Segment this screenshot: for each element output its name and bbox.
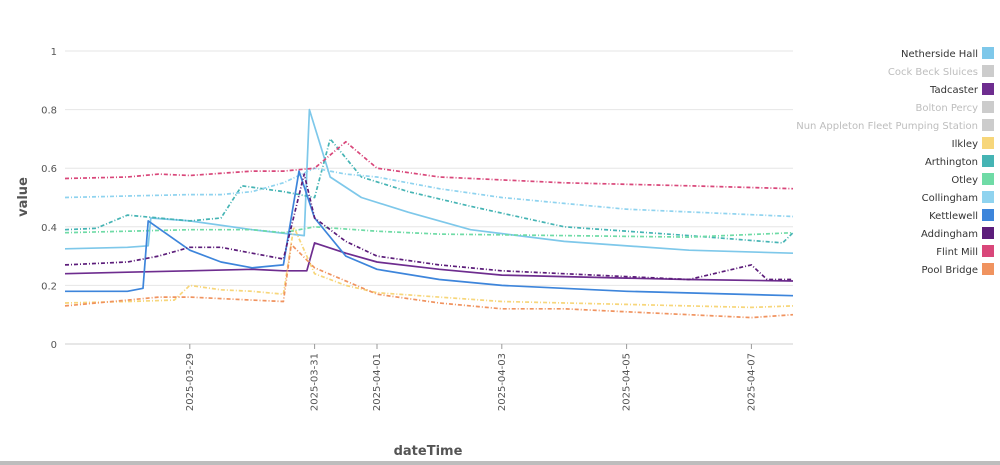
y-tick-label: 0.6	[41, 164, 57, 175]
series-line	[64, 140, 794, 190]
legend-label: Tadcaster	[929, 85, 979, 96]
series-line	[64, 138, 794, 244]
legend-swatch	[982, 245, 994, 257]
legend-swatch	[982, 137, 994, 149]
gridlines	[65, 50, 793, 345]
x-axis-label: dateTime	[394, 444, 463, 459]
legend-label: Addingham	[921, 229, 978, 240]
series-line	[64, 225, 794, 238]
legend-label: Otley	[951, 175, 978, 186]
legend-item[interactable]: Arthington	[925, 155, 994, 168]
legend-swatch	[982, 227, 994, 239]
y-axis: 0 0.2 0.4 0.6 0.8 1	[41, 47, 57, 351]
series-line	[64, 108, 794, 255]
bottom-divider	[0, 461, 1000, 465]
legend-swatch	[982, 65, 994, 77]
y-tick-label: 0.4	[41, 223, 57, 234]
legend-label: Flint Mill	[936, 247, 978, 258]
legend-label: Arthington	[925, 157, 978, 168]
legend-item[interactable]: Nun Appleton Fleet Pumping Station	[796, 119, 994, 132]
legend-item[interactable]: Tadcaster	[929, 83, 994, 96]
legend-label: Ilkley	[952, 139, 978, 150]
legend-swatch	[982, 263, 994, 275]
legend-swatch	[982, 101, 994, 113]
legend-item[interactable]: Flint Mill	[936, 245, 994, 258]
series-line	[64, 243, 794, 319]
legend-item[interactable]: Collingham	[922, 191, 994, 204]
legend-item[interactable]: Otley	[951, 173, 994, 186]
y-tick-label: 0	[51, 340, 57, 351]
series-line	[64, 167, 794, 218]
legend-item[interactable]: Pool Bridge	[922, 263, 994, 276]
legend-label: Bolton Percy	[916, 103, 979, 114]
y-tick-label: 1	[51, 47, 57, 58]
y-tick-label: 0.2	[41, 281, 57, 292]
legend-swatch	[982, 83, 994, 95]
legend-label: Pool Bridge	[922, 265, 978, 276]
x-tick-label: 2025-04-05	[622, 353, 633, 411]
legend-swatch	[982, 209, 994, 221]
series-line	[65, 170, 794, 297]
x-tick-label: 2025-04-01	[372, 353, 383, 411]
legend-item[interactable]: Kettlewell	[929, 209, 994, 222]
legend-swatch	[982, 191, 994, 203]
legend-item[interactable]: Netherside Hall	[901, 47, 994, 60]
legend-label: Netherside Hall	[901, 49, 978, 60]
x-tick-label: 2025-03-29	[185, 353, 196, 411]
series-line	[64, 242, 794, 282]
x-tick-label: 2025-04-07	[746, 353, 757, 411]
series-line	[64, 173, 793, 281]
legend-item[interactable]: Bolton Percy	[916, 101, 994, 114]
legend-swatch	[982, 119, 994, 131]
legend-item[interactable]: Cock Beck Sluices	[888, 65, 994, 78]
x-tick-label: 2025-03-31	[310, 353, 321, 411]
legend-item[interactable]: Ilkley	[952, 137, 994, 150]
legend-label: Collingham	[922, 193, 978, 204]
legend-label: Nun Appleton Fleet Pumping Station	[796, 121, 978, 132]
y-axis-label: value	[16, 177, 31, 217]
x-axis: 2025-03-29 2025-03-31 2025-04-01 2025-04-03…	[185, 344, 757, 411]
legend-swatch	[982, 155, 994, 167]
y-tick-label: 0.8	[41, 106, 57, 117]
legend-swatch	[982, 173, 994, 185]
legend-item[interactable]: Addingham	[921, 227, 994, 240]
legend: Netherside Hall Cock Beck Sluices Tadcaste…	[796, 47, 994, 276]
legend-swatch	[982, 47, 994, 59]
legend-label: Kettlewell	[929, 211, 978, 222]
legend-label: Cock Beck Sluices	[888, 67, 978, 78]
series-layer	[64, 108, 794, 319]
x-tick-label: 2025-04-03	[497, 353, 508, 411]
series-line	[64, 225, 794, 309]
